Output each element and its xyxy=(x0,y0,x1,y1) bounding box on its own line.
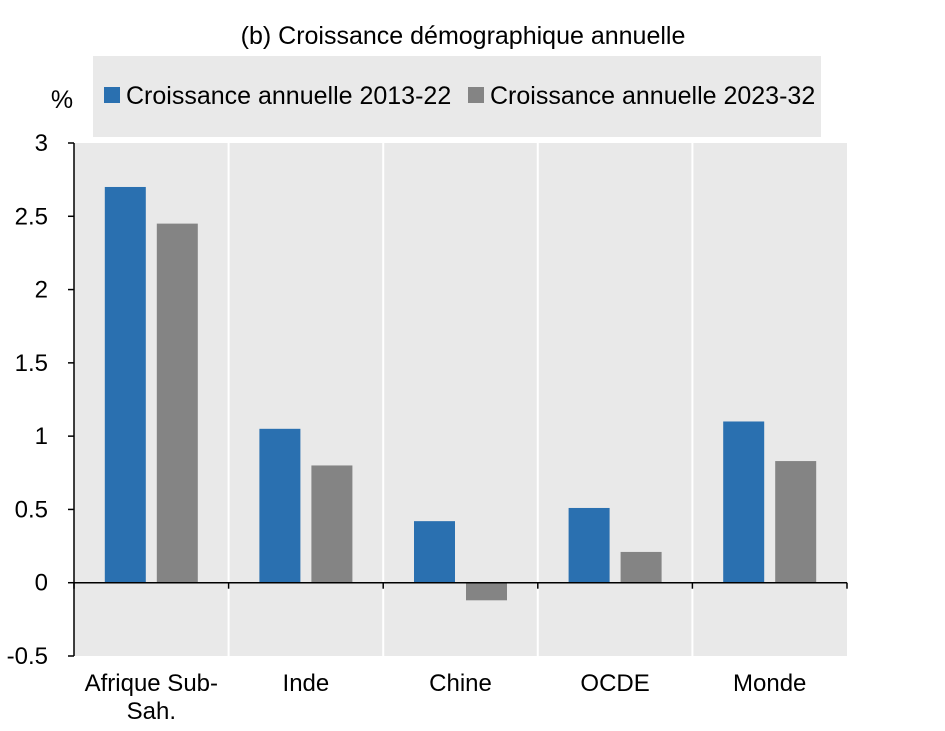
bars xyxy=(104,186,817,601)
bar-chine-series-2 xyxy=(466,582,507,601)
bar-inde-series-1 xyxy=(259,428,301,583)
legend: Croissance annuelle 2013-22 Croissance an… xyxy=(104,82,815,110)
plot-area-background xyxy=(74,143,847,656)
legend-background xyxy=(93,56,821,137)
y-tick-label: -0.5 xyxy=(7,643,48,670)
bar-ocde-series-1 xyxy=(568,507,610,583)
legend-swatch-series-2 xyxy=(468,87,484,103)
y-tick-label: 3 xyxy=(35,130,48,157)
y-axis-unit-label: % xyxy=(51,86,73,114)
x-tick-label: OCDE xyxy=(580,670,649,697)
bar-inde-series-2 xyxy=(311,465,353,583)
y-tick-label: 2 xyxy=(35,277,48,304)
axes xyxy=(68,142,848,657)
x-tick-label: Afrique Sub- xyxy=(85,670,218,697)
legend-label-series-1: Croissance annuelle 2013-22 xyxy=(126,82,451,110)
y-tick-label: 1.5 xyxy=(15,350,48,377)
bar-ocde-series-2 xyxy=(620,551,662,583)
bar-monde-series-1 xyxy=(723,421,765,583)
chart-title: (b) Croissance démographique annuelle xyxy=(241,22,686,50)
x-tick-label: Chine xyxy=(429,670,492,697)
y-tick-label: 0.5 xyxy=(15,496,48,523)
legend-label-series-2: Croissance annuelle 2023-32 xyxy=(490,82,815,110)
y-tick-label: 2.5 xyxy=(15,203,48,230)
y-tick-label: 1 xyxy=(35,423,48,450)
gridlines xyxy=(227,143,694,656)
bar-monde-series-2 xyxy=(775,461,817,583)
bar-chine-series-1 xyxy=(414,521,455,583)
legend-swatch-series-1 xyxy=(104,87,120,103)
x-tick-label: Monde xyxy=(733,670,806,697)
bar-afrique-sub-sah-series-1 xyxy=(104,186,146,583)
x-axis-tick-labels: Afrique Sub-Sah. Inde Chine OCDE Monde xyxy=(85,670,807,725)
bar-afrique-sub-sah-series-2 xyxy=(156,223,198,583)
x-tick-label: Sah. xyxy=(127,698,176,725)
x-tick-label: Inde xyxy=(283,670,330,697)
y-tick-label: 0 xyxy=(35,570,48,597)
y-axis-tick-labels: 3 2.5 2 1.5 1 0.5 0 -0.5 xyxy=(7,130,48,670)
